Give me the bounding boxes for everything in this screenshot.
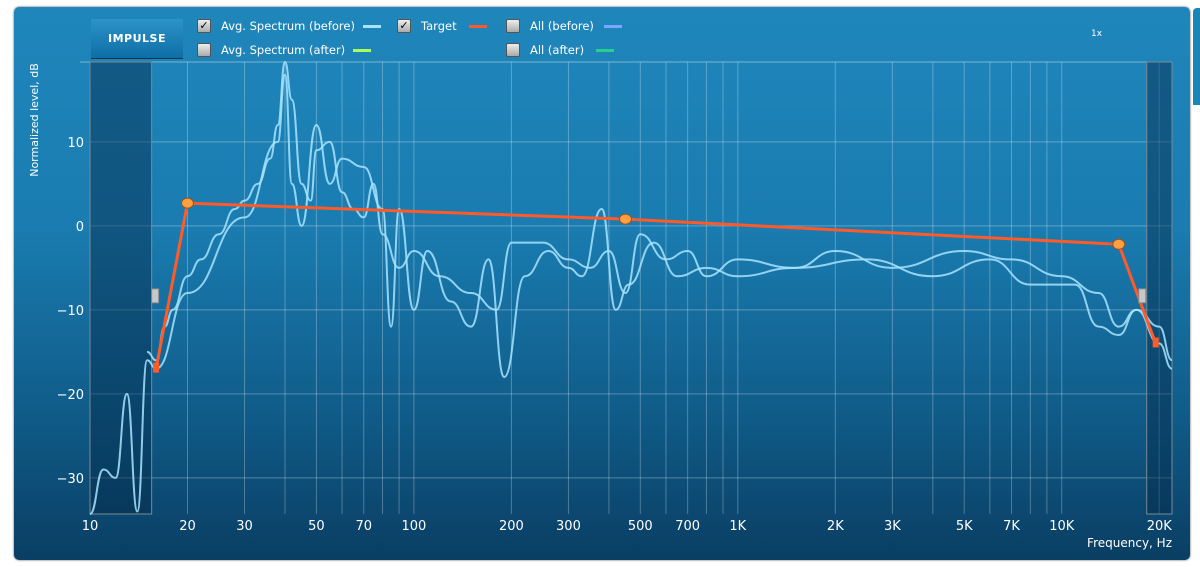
checkbox[interactable] <box>506 19 520 33</box>
x-tick-label: 500 <box>628 519 653 534</box>
legend-swatch <box>468 24 487 28</box>
x-tick-label: 100 <box>401 519 426 534</box>
x-tick-label: 3K <box>884 519 901 534</box>
x-tick-label: 10 <box>82 519 99 534</box>
legend-swatch <box>603 24 622 28</box>
x-tick-label: 20K <box>1147 519 1173 534</box>
legend-swatch <box>362 24 381 28</box>
x-tick-label: 2K <box>827 519 844 534</box>
x-tick-label: 50 <box>308 519 325 534</box>
x-axis-label: Frequency, Hz <box>1087 536 1172 550</box>
y-axis-label: Normalized level, dB <box>28 63 41 177</box>
target-endpoint <box>153 362 160 373</box>
legend-avg-after[interactable]: Avg. Spectrum (after) <box>197 42 372 58</box>
y-tick-label: −10 <box>57 304 84 319</box>
zoom-level[interactable]: 1x <box>1091 29 1103 39</box>
checkbox[interactable] <box>197 43 211 57</box>
spectrum-line-1 <box>146 60 1173 370</box>
x-tick-label: 300 <box>556 519 581 534</box>
x-tick-label: 7K <box>1003 519 1020 534</box>
y-tick-label: −30 <box>57 472 84 487</box>
range-drag-handle <box>1138 288 1147 304</box>
x-tick-label: 1K <box>729 519 746 534</box>
spectrum-line-2 <box>89 73 1173 515</box>
legend-target[interactable]: ✓ Target <box>397 18 487 34</box>
target-handle <box>1112 238 1126 250</box>
checkbox[interactable]: ✓ <box>397 19 411 33</box>
eq-panel <box>14 7 1190 560</box>
x-tick-label: 200 <box>499 519 524 534</box>
impulse-button[interactable]: IMPULSE <box>91 19 183 59</box>
target-handle <box>618 213 632 225</box>
side-tab[interactable] <box>1193 8 1200 105</box>
legend-avg-before[interactable]: ✓ Avg. Spectrum (before) <box>197 18 381 34</box>
legend-swatch <box>596 48 615 52</box>
x-tick-label: 70 <box>355 519 372 534</box>
x-tick-label: 5K <box>956 519 973 534</box>
legend-swatch <box>353 48 372 52</box>
y-tick-label: −20 <box>57 388 84 403</box>
x-tick-label: 700 <box>675 519 700 534</box>
excluded-range <box>1146 61 1173 515</box>
legend-all-after[interactable]: All (after) <box>506 42 615 58</box>
legend-all-before[interactable]: All (before) <box>506 18 622 34</box>
x-tick-label: 10K <box>1049 519 1075 534</box>
range-drag-handle <box>151 288 160 304</box>
checkbox[interactable]: ✓ <box>197 19 211 33</box>
y-tick-label: 0 <box>76 220 84 235</box>
checkbox[interactable] <box>506 43 520 57</box>
x-tick-label: 30 <box>236 519 253 534</box>
x-tick-label: 20 <box>179 519 196 534</box>
target-handle <box>181 197 195 209</box>
target-curve <box>154 201 1158 369</box>
target-endpoint <box>1152 337 1159 348</box>
y-tick-label: 10 <box>67 136 84 151</box>
